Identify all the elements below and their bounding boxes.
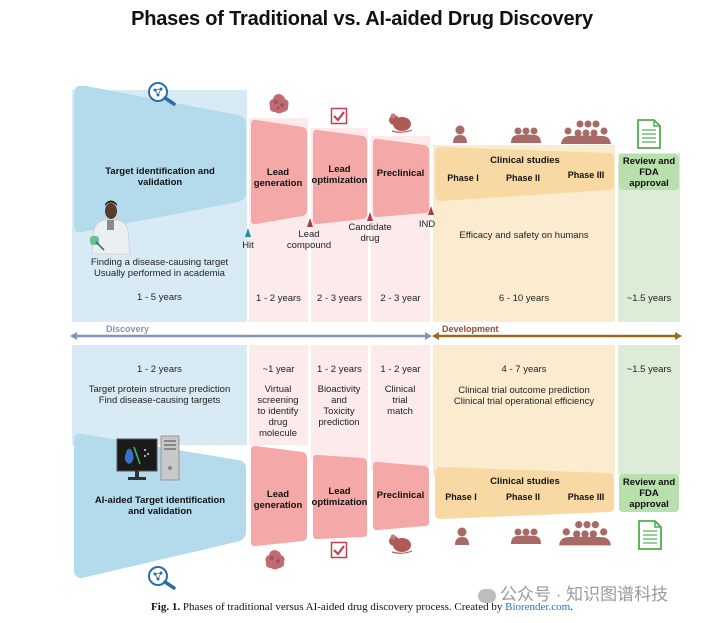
ai-phase-2-label: Phase II <box>505 492 541 502</box>
phase-3-label: Phase III <box>567 170 605 180</box>
clinical-duration: 6 - 10 years <box>498 293 550 304</box>
caption-fig-number: Fig. 1. <box>151 601 181 613</box>
ai-mouse-icon <box>389 534 413 554</box>
ai-clinical-desc-line1: Clinical trial outcome prediction <box>458 385 590 396</box>
discovery-label: Discovery <box>106 324 150 334</box>
figure-title: Phases of Traditional vs. AI-aided Drug … <box>131 8 593 30</box>
document-icon <box>637 119 661 149</box>
ai-target-label: AI-aided Target identification and valid… <box>94 495 226 517</box>
lead-optimization-shape <box>313 129 367 225</box>
caption-text: Phases of traditional versus AI-aided dr… <box>180 601 506 613</box>
candidate-drug-marker-label: Candidate drug <box>348 222 392 244</box>
target-duration: 1 - 5 years <box>137 292 182 303</box>
ai-target-desc-line1: Target protein structure prediction <box>88 384 231 395</box>
ai-lead-optimization-label: Lead optimization <box>311 486 368 508</box>
candidate-drug-marker-icon <box>367 212 373 221</box>
lead-compound-marker-icon <box>307 218 313 227</box>
ai-lead-optimization-shape <box>313 454 367 540</box>
development-label: Development <box>442 324 499 334</box>
hit-marker-icon <box>245 228 251 237</box>
clinical-shape <box>435 147 614 201</box>
ai-lead-generation-column-bg <box>249 345 308 445</box>
target-shape <box>74 86 246 233</box>
ai-lead-optimization-duration: 1 - 2 years <box>317 364 362 375</box>
ai-checkbox-icon <box>330 541 348 559</box>
ai-target-duration: 1 - 2 years <box>137 364 182 375</box>
ai-lead-optimization-desc: Bioactivity and Toxicity prediction <box>317 384 361 428</box>
target-label: Target identification and validation <box>105 166 215 188</box>
ai-review-shape <box>619 474 679 512</box>
target-desc-line2: Usually performed in academia <box>94 268 225 279</box>
preclinical-label: Preclinical <box>376 168 425 179</box>
ai-clinical-desc-line2: Clinical trial operational efficiency <box>453 396 595 407</box>
lead-generation-shape <box>251 119 307 225</box>
ai-preclinical-duration: 1 - 2 year <box>380 364 421 375</box>
person-icon <box>453 125 467 143</box>
ai-protein-icon <box>265 550 285 570</box>
clinical-label: Clinical studies <box>490 155 560 166</box>
figure-caption: Fig. 1. Phases of traditional versus AI-… <box>151 601 573 613</box>
scientist-icon <box>90 200 131 255</box>
ai-preclinical-column-bg <box>371 345 430 470</box>
review-shape <box>619 154 679 190</box>
ai-magnifier-network-icon <box>148 566 176 590</box>
lead-optimization-duration: 2 - 3 years <box>317 293 362 304</box>
phase-1-label: Phase I <box>447 173 479 183</box>
computer-icon <box>116 435 180 481</box>
ai-person-icon <box>455 527 469 545</box>
phase-2-label: Phase II <box>505 173 541 183</box>
review-duration: ~1.5 years <box>626 293 672 304</box>
ai-group-icon <box>511 528 541 544</box>
ai-phase-3-label: Phase III <box>567 492 605 502</box>
mouse-icon <box>389 113 413 133</box>
hit-marker-label: Hit <box>242 240 254 251</box>
development-arrow <box>432 332 682 340</box>
ai-lead-optimization-column-bg <box>311 345 368 460</box>
ai-clinical-label: Clinical studies <box>490 476 560 487</box>
protein-icon <box>269 94 289 114</box>
ai-review-column-bg <box>618 345 680 475</box>
ai-review-duration: ~1.5 years <box>626 364 672 375</box>
ai-lead-generation-desc: Virtual screening to identify drug molec… <box>257 384 299 439</box>
ai-clinical-column-bg <box>433 345 615 475</box>
ai-review-label: Review and FDA approval <box>622 477 676 510</box>
ai-lead-generation-label: Lead generation <box>253 489 303 511</box>
ai-preclinical-shape <box>373 461 429 531</box>
biorender-link[interactable]: Biorender.com <box>505 601 571 613</box>
crowd-icon <box>561 120 611 144</box>
magnifier-network-icon <box>148 82 176 106</box>
preclinical-shape <box>373 138 429 218</box>
checkbox-icon <box>330 107 348 125</box>
watermark: 公众号 · 知识图谱科技 <box>478 580 668 605</box>
preclinical-duration: 2 - 3 year <box>380 293 421 304</box>
ai-preclinical-desc: Clinical trial match <box>384 384 416 417</box>
lead-generation-label: Lead generation <box>253 167 303 189</box>
ai-clinical-duration: 4 - 7 years <box>501 364 547 375</box>
ai-crowd-icon <box>559 521 611 546</box>
ai-lead-generation-shape <box>251 445 307 547</box>
ai-document-icon <box>638 520 662 550</box>
clinical-desc: Efficacy and safety on humans <box>459 230 589 241</box>
ai-clinical-shape <box>435 467 614 519</box>
ai-target-desc-line2: Find disease-causing targets <box>98 395 221 406</box>
lead-optimization-label: Lead optimization <box>311 164 368 186</box>
lead-compound-marker-label: Lead compound <box>286 229 332 251</box>
target-desc-line1: Finding a disease-causing target <box>90 257 229 268</box>
ai-target-column-bg <box>72 345 247 445</box>
wechat-icon <box>478 588 496 603</box>
ai-phase-1-label: Phase I <box>445 492 477 502</box>
ind-marker-icon <box>428 206 434 215</box>
lead-generation-duration: 1 - 2 years <box>256 293 301 304</box>
discovery-arrow <box>70 332 432 340</box>
group-icon <box>511 127 541 143</box>
ind-marker-label: IND <box>418 219 436 230</box>
ai-lead-generation-duration: ~1 year <box>262 364 295 375</box>
ai-preclinical-label: Preclinical <box>376 490 425 501</box>
review-label: Review and FDA approval <box>622 156 676 189</box>
